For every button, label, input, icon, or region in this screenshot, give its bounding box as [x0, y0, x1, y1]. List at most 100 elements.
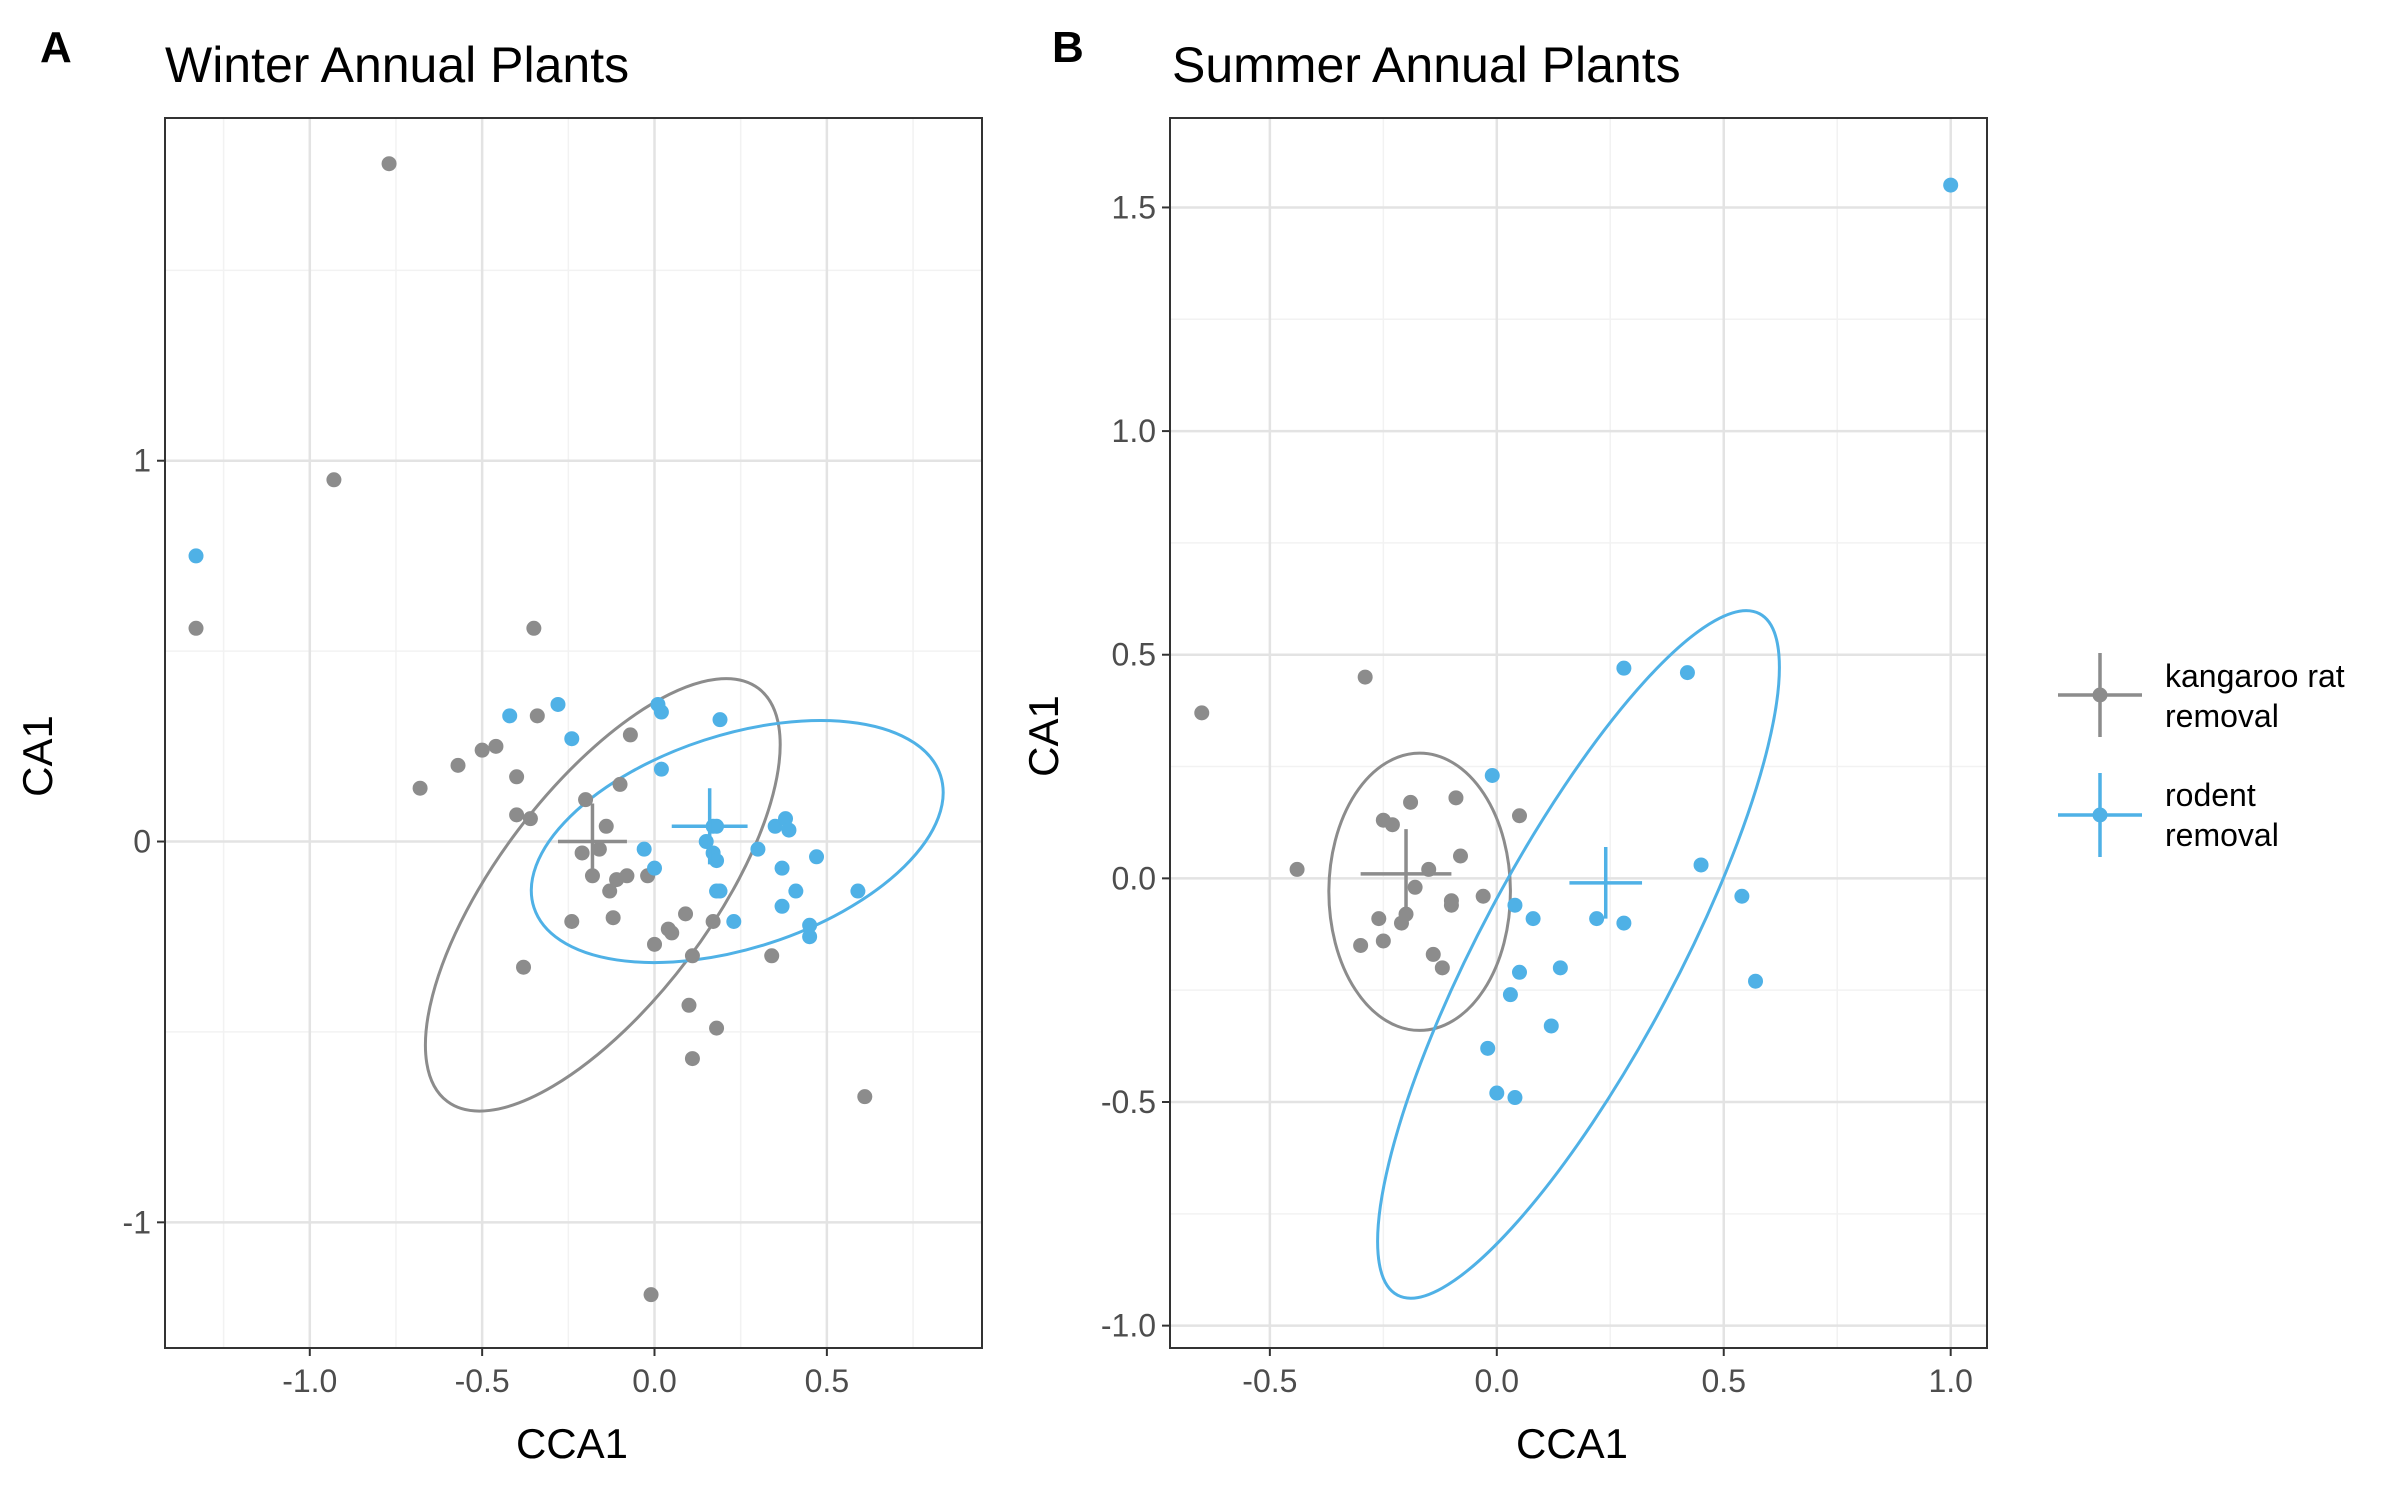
panel-a-ellipse-rodent	[529, 719, 945, 965]
panel-b-xtick-label: 1.0	[1928, 1363, 1972, 1399]
panel-a-point-kangaroo	[529, 708, 545, 724]
panel-a-xtick-label: 0.5	[805, 1363, 849, 1399]
panel-b-ellipse-kangaroo	[1327, 751, 1512, 1032]
panel-a-point-kangaroo	[612, 776, 628, 792]
panel-a-point-rodent	[647, 860, 663, 876]
panel-b-ytick-label: 0.0	[1112, 860, 1156, 896]
panel-b-point-kangaroo	[1357, 669, 1373, 685]
panel-a-border	[164, 117, 983, 1349]
legend-item-kangaroo-rat-removal: kangaroo rat removal	[2058, 653, 2345, 737]
panel-b-point-kangaroo	[1511, 808, 1527, 824]
panel-b-ytick-label: 1.5	[1112, 189, 1156, 225]
panel-b-point-kangaroo	[1475, 888, 1491, 904]
panel-a-point-kangaroo	[664, 925, 680, 941]
panel-b-point-kangaroo	[1289, 861, 1305, 877]
panel-a-y-axis-title: CA1	[14, 715, 61, 797]
panel-b-point-kangaroo	[1371, 911, 1387, 927]
panel-a-point-kangaroo	[526, 620, 542, 636]
panel-a-point-rodent	[781, 822, 797, 838]
panel-a-point-rodent	[564, 731, 580, 747]
panel-a-xtick-label: -0.5	[455, 1363, 510, 1399]
panel-b-point-rodent	[1511, 964, 1527, 980]
panel-b-point-rodent	[1525, 911, 1541, 927]
panel-a-point-kangaroo	[326, 472, 342, 488]
legend-label-kangaroo-line2: removal	[2165, 698, 2279, 734]
panel-a-point-kangaroo	[647, 936, 663, 952]
panel-b-point-rodent	[1543, 1018, 1559, 1034]
legend-key-rodent-dot	[2092, 807, 2108, 823]
panel-a-point-rodent	[550, 696, 566, 712]
panel-a-point-kangaroo	[188, 620, 204, 636]
panel-b-x-axis-title: CCA1	[1516, 1420, 1628, 1467]
panel-a-point-kangaroo	[622, 727, 638, 743]
panel-b-point-kangaroo	[1375, 933, 1391, 949]
panel-b-background	[1170, 118, 1987, 1348]
panel-a-point-kangaroo	[381, 156, 397, 172]
panel-b-point-rodent	[1484, 767, 1500, 783]
panel-b-y-axis-title: CA1	[1020, 695, 1067, 777]
panel-b-ellipse-rodent	[1376, 609, 1781, 1300]
panel-a-point-kangaroo	[516, 959, 532, 975]
panel-a-point-kangaroo	[474, 742, 490, 758]
panel-a-point-kangaroo	[619, 868, 635, 884]
panel-a-point-rodent	[712, 712, 728, 728]
panel-b-point-kangaroo	[1425, 946, 1441, 962]
panel-a-point-kangaroo	[684, 948, 700, 964]
panel-b-point-kangaroo	[1384, 817, 1400, 833]
panel-b-xtick-label: 0.5	[1702, 1363, 1746, 1399]
panel-b-plot-area: -0.5 0.0 0.5 1.0 -1.0 -0.5 0.0 0.5 1.0 1.5	[1101, 117, 1988, 1399]
panel-a-point-kangaroo	[709, 1020, 725, 1036]
panel-a-point-rodent	[809, 849, 825, 865]
panel-a-point-kangaroo	[574, 845, 590, 861]
panel-a-point-kangaroo	[764, 948, 780, 964]
panel-a-x-axis-title: CCA1	[516, 1420, 628, 1467]
panel-a-point-kangaroo	[605, 910, 621, 926]
panel-a-point-kangaroo	[857, 1089, 873, 1105]
panel-b-point-rodent	[1943, 177, 1959, 193]
panel-b-point-rodent	[1616, 660, 1632, 676]
panel-a-point-kangaroo	[678, 906, 694, 922]
panel-b-ytick-label: -0.5	[1101, 1084, 1156, 1120]
panel-a-xtick-label: 0.0	[632, 1363, 676, 1399]
panel-b-summer-annual-plants: B Summer Annual Plants -0.5 0.0 0.5 1.0 -1.0…	[1020, 23, 1988, 1467]
panel-a-point-rodent	[653, 704, 669, 720]
panel-b-point-rodent	[1552, 960, 1568, 976]
panel-a-point-rodent	[767, 818, 783, 834]
panel-b-point-kangaroo	[1443, 897, 1459, 913]
panel-b-point-rodent	[1502, 987, 1518, 1003]
legend-label-kangaroo-line1: kangaroo rat	[2165, 658, 2345, 694]
panel-a-point-rodent	[802, 917, 818, 933]
panel-b-point-rodent	[1693, 857, 1709, 873]
panel-a-point-kangaroo	[705, 913, 721, 929]
panel-a-point-rodent	[502, 708, 518, 724]
panel-a-point-rodent	[709, 853, 725, 869]
panel-a-point-rodent	[802, 929, 818, 945]
legend: kangaroo rat removal rodent removal	[2058, 653, 2345, 857]
panel-b-ytick-label: -1.0	[1101, 1308, 1156, 1344]
panel-b-letter: B	[1052, 23, 1084, 72]
panel-a-point-kangaroo	[488, 738, 504, 754]
panel-a-point-kangaroo	[522, 811, 538, 827]
panel-a-point-rodent	[774, 860, 790, 876]
panel-a-point-rodent	[850, 883, 866, 899]
panel-a-title: Winter Annual Plants	[165, 37, 629, 93]
legend-label-rodent-line1: rodent	[2165, 777, 2256, 813]
panel-b-point-kangaroo	[1194, 705, 1210, 721]
panel-b-point-rodent	[1679, 665, 1695, 681]
legend-item-rodent-removal: rodent removal	[2058, 773, 2279, 857]
panel-b-point-kangaroo	[1353, 937, 1369, 953]
panel-a-point-kangaroo	[602, 883, 618, 899]
panel-a-letter: A	[40, 23, 72, 72]
panel-a-point-kangaroo	[509, 769, 525, 785]
panel-a-plot-area: -1.0 -0.5 0.0 0.5 -1 0 1	[123, 117, 983, 1399]
panel-a-point-rodent	[712, 883, 728, 899]
panel-b-point-rodent	[1507, 1090, 1523, 1106]
panel-a-point-kangaroo	[684, 1051, 700, 1067]
panel-b-ytick-label: 1.0	[1112, 413, 1156, 449]
panel-a-ytick-label: 0	[133, 824, 151, 860]
panel-b-point-rodent	[1734, 888, 1750, 904]
panel-a-ytick-label: -1	[123, 1204, 151, 1240]
panel-a-point-rodent	[698, 834, 714, 850]
panel-a-point-rodent	[636, 841, 652, 857]
